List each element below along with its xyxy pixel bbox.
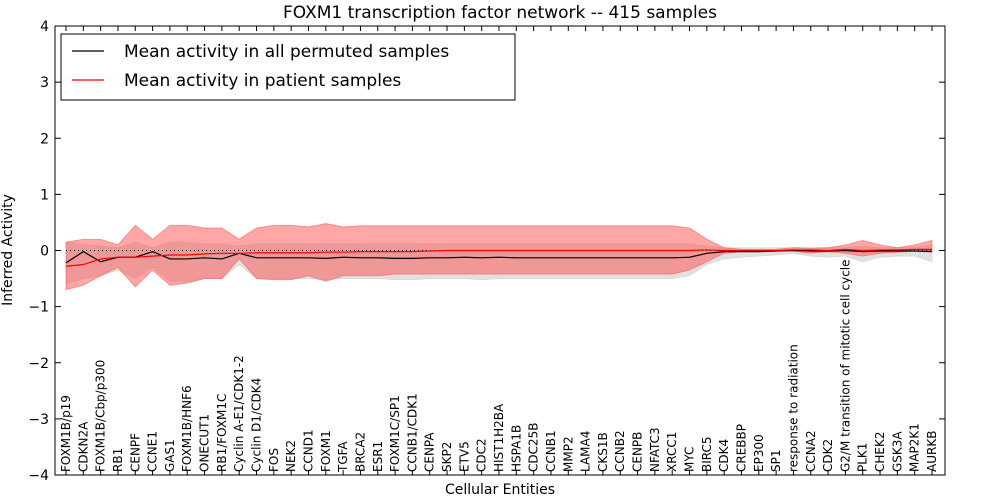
x-category-label: AURKB: [925, 431, 939, 472]
x-category-label: NEK2: [284, 440, 298, 472]
x-category-label: CDK2: [821, 439, 835, 472]
x-category-label: ESR1: [371, 441, 385, 472]
x-category-label: SKP2: [440, 442, 454, 472]
x-category-label: response to radiation: [786, 344, 800, 472]
x-category-label: CCNE1: [146, 431, 160, 472]
y-tick-label: 3: [40, 75, 49, 91]
x-category-label: RB1/FOXM1C: [215, 394, 229, 472]
y-tick-label: −2: [28, 356, 49, 372]
x-category-label: NFATC3: [648, 427, 662, 472]
x-category-label: SP1: [769, 450, 783, 473]
x-category-label: ETV5: [457, 441, 471, 472]
x-category-label: CHEK2: [873, 432, 887, 473]
legend-label-permuted: Mean activity in all permuted samples: [124, 42, 449, 62]
legend-label-patient: Mean activity in patient samples: [124, 71, 401, 91]
x-category-label: FOS: [267, 448, 281, 472]
series-lines: [65, 248, 933, 267]
x-category-label: CCND1: [301, 429, 315, 472]
x-category-label: CCNB1/CDK1: [405, 393, 419, 472]
x-category-label: CENPF: [128, 433, 142, 472]
y-tick-label: 1: [40, 187, 49, 203]
x-category-label: CCNB2: [613, 430, 627, 472]
x-category-label: CCNA2: [804, 430, 818, 472]
x-category-label: CDK4: [717, 439, 731, 472]
x-category-label: Cyclin D1/CDK4: [250, 378, 264, 472]
y-axis-label: Inferred Activity: [0, 194, 16, 306]
x-category-label: CCNB1: [544, 430, 558, 472]
x-category-label: MYC: [683, 447, 697, 472]
y-tick-label: 2: [40, 131, 49, 147]
x-category-label: GAS1: [163, 439, 177, 472]
y-axis-ticks: −4 −3 −2 −1 0 1 2 3 4: [28, 19, 945, 484]
x-category-label: ONECUT1: [198, 414, 212, 472]
x-category-label: FOXM1B/Cbp/p300: [94, 360, 108, 472]
x-axis-ticks: FOXM1B/p19 CDKN2A FOXM1B/Cbp/p300 RB1 CENPF C…: [59, 26, 939, 475]
y-tick-label: 0: [40, 244, 49, 260]
x-category-label: RB1: [111, 448, 125, 472]
x-category-label: PLK1: [856, 443, 870, 472]
x-category-label: FOXM1: [319, 430, 333, 472]
x-category-label: FOXM1B/p19: [59, 395, 73, 472]
y-tick-label: 4: [40, 19, 49, 35]
x-category-label: Cyclin A-E1/CDK1-2: [232, 355, 246, 472]
x-category-label: CDC25B: [527, 423, 541, 473]
y-tick-label: −1: [28, 300, 49, 316]
x-category-label: HSPA1B: [509, 425, 523, 472]
x-category-label: MAP2K1: [908, 423, 922, 472]
x-category-label: G2/M transition of mitotic cell cycle: [838, 259, 852, 472]
line-patient: [65, 248, 932, 267]
legend-box: [60, 33, 516, 101]
x-category-label: FOXM1C/SP1: [388, 395, 402, 472]
y-tick-label: −3: [28, 412, 49, 428]
x-category-label: CKS1B: [596, 432, 610, 472]
x-category-label: BRCA2: [353, 432, 367, 472]
x-category-label: XRCC1: [665, 432, 679, 472]
x-category-label: CDC2: [475, 438, 489, 472]
x-category-label: CENPB: [631, 432, 645, 472]
x-category-label: BIRC5: [700, 436, 714, 472]
x-category-label: HIST1H2BA: [492, 403, 506, 472]
chart-title: FOXM1 transcription factor network -- 41…: [283, 3, 717, 23]
x-category-label: CREBBP: [734, 424, 748, 472]
x-category-label: MMP2: [561, 436, 575, 472]
x-category-label: TGFA: [336, 441, 350, 473]
x-category-label: FOXM1B/HNF6: [180, 385, 194, 472]
y-tick-label: −4: [28, 468, 49, 484]
x-category-label: LAMA4: [579, 431, 593, 472]
x-category-label: CENPA: [423, 432, 437, 472]
x-category-label: GSK3A: [890, 431, 904, 472]
x-axis-label: Cellular Entities: [445, 482, 555, 498]
x-category-label: CDKN2A: [76, 421, 90, 472]
legend: Mean activity in all permuted samples Me…: [60, 33, 516, 101]
x-category-label: EP300: [752, 434, 766, 472]
